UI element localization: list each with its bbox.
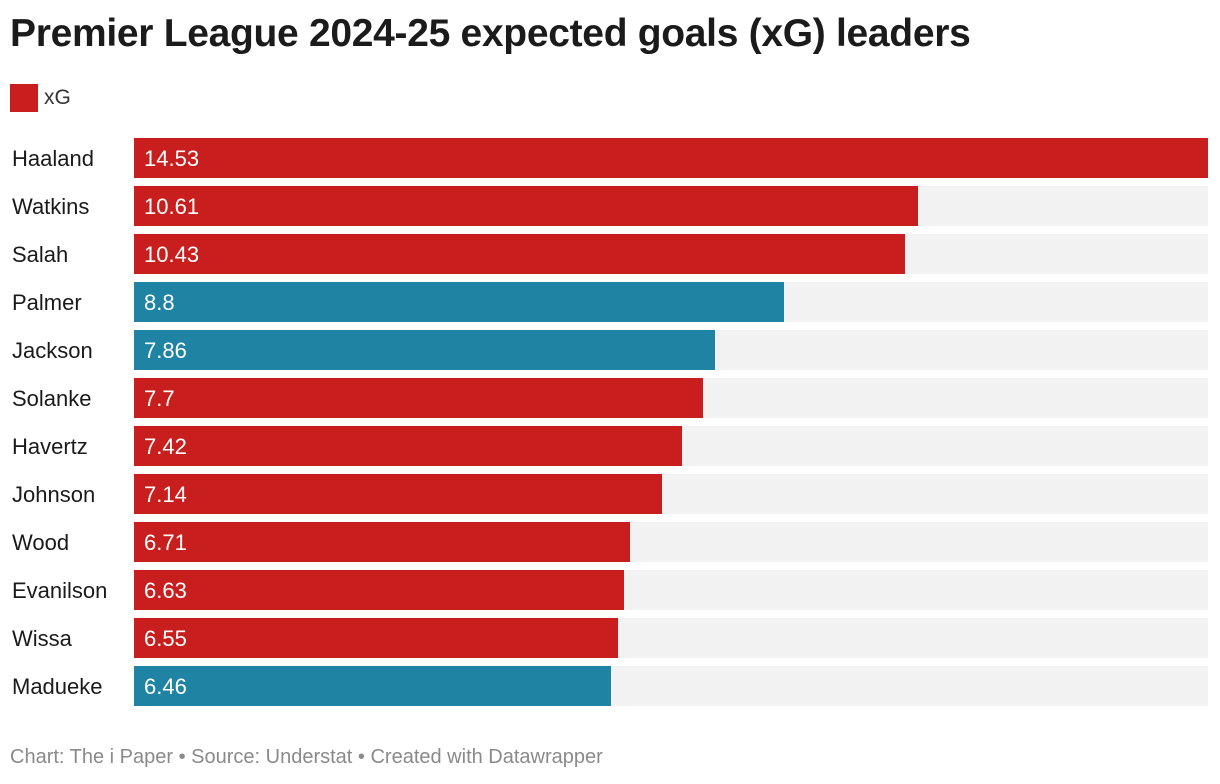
bar — [134, 522, 630, 562]
bar-row: Wood 6.71 — [12, 522, 1208, 562]
value-label: 7.7 — [144, 386, 175, 411]
bar-row: Haaland 14.53 — [12, 138, 1208, 178]
value-label: 6.55 — [144, 626, 187, 651]
bar-row: Salah 10.43 — [12, 234, 1208, 274]
category-label: Solanke — [12, 386, 92, 411]
value-label: 7.14 — [144, 482, 187, 507]
bar — [134, 282, 784, 322]
category-label: Evanilson — [12, 578, 107, 603]
bar — [134, 330, 715, 370]
value-label: 6.71 — [144, 530, 187, 555]
value-label: 6.46 — [144, 674, 187, 699]
value-label: 6.63 — [144, 578, 187, 603]
bar-row: Watkins 10.61 — [12, 186, 1208, 226]
category-label: Palmer — [12, 290, 82, 315]
bar-row: Wissa 6.55 — [12, 618, 1208, 658]
value-label: 10.61 — [144, 194, 199, 219]
bar-row: Madueke 6.46 — [12, 666, 1208, 706]
legend-label: xG — [44, 86, 71, 109]
bar — [134, 618, 618, 658]
bar — [134, 666, 611, 706]
category-label: Salah — [12, 242, 68, 267]
category-label: Wood — [12, 530, 69, 555]
category-label: Jackson — [12, 338, 93, 363]
legend-swatch — [10, 84, 38, 112]
category-label: Wissa — [12, 626, 73, 651]
category-label: Watkins — [12, 194, 89, 219]
bar — [134, 378, 703, 418]
bar-row: Palmer 8.8 — [12, 282, 1208, 322]
bar-row: Johnson 7.14 — [12, 474, 1208, 514]
bar — [134, 138, 1208, 178]
value-label: 7.86 — [144, 338, 187, 363]
bar — [134, 570, 624, 610]
bar — [134, 474, 662, 514]
bar-row: Jackson 7.86 — [12, 330, 1208, 370]
legend: xG — [10, 84, 71, 112]
bar — [134, 426, 682, 466]
bar-row: Havertz 7.42 — [12, 426, 1208, 466]
chart-title: Premier League 2024-25 expected goals (x… — [10, 12, 971, 55]
category-label: Johnson — [12, 482, 95, 507]
bar-row: Evanilson 6.63 — [12, 570, 1208, 610]
bar-chart: Haaland 14.53 Watkins 10.61 Salah 10.43 Palmer… — [12, 138, 1208, 706]
bar — [134, 234, 905, 274]
chart-footer: Chart: The i Paper • Source: Understat •… — [10, 746, 603, 768]
category-label: Haaland — [12, 146, 94, 171]
value-label: 7.42 — [144, 434, 187, 459]
value-label: 14.53 — [144, 146, 199, 171]
bar — [134, 186, 918, 226]
category-label: Havertz — [12, 434, 88, 459]
value-label: 8.8 — [144, 290, 175, 315]
bar-row: Solanke 7.7 — [12, 378, 1208, 418]
value-label: 10.43 — [144, 242, 199, 267]
category-label: Madueke — [12, 674, 103, 699]
